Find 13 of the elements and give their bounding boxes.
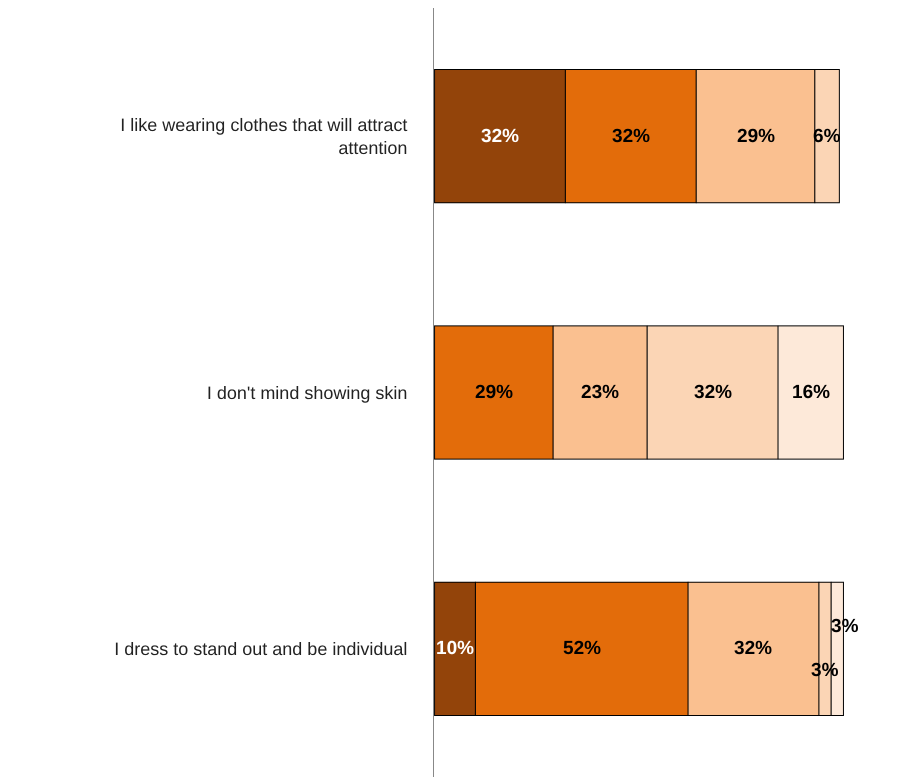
data-label: 32%	[481, 126, 520, 147]
data-label: 23%	[581, 382, 620, 403]
data-label: 32%	[612, 126, 650, 147]
y-tick-label: I dress to stand out and be individual	[114, 639, 408, 660]
data-label: 16%	[792, 382, 830, 403]
y-tick-label: I like wearing clothes that will attract attention	[120, 114, 408, 158]
data-label: 29%	[475, 382, 514, 403]
y-tick-label: I don't mind showing skin	[206, 382, 408, 403]
data-label: 52%	[563, 638, 602, 659]
data-label: 29%	[737, 126, 776, 147]
data-label: 32%	[694, 382, 732, 403]
data-label: 10%	[436, 638, 474, 659]
data-label: 32%	[734, 638, 772, 659]
